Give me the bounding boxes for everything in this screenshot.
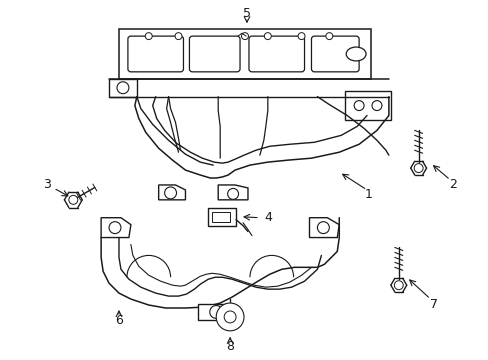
Circle shape (224, 311, 236, 323)
Circle shape (69, 195, 78, 204)
Circle shape (241, 33, 248, 40)
Polygon shape (309, 218, 339, 238)
FancyBboxPatch shape (189, 36, 240, 72)
Circle shape (325, 33, 332, 40)
Circle shape (413, 164, 422, 172)
Circle shape (175, 33, 182, 40)
Text: 5: 5 (243, 7, 250, 20)
Polygon shape (218, 185, 247, 200)
Bar (119, 29, 370, 79)
Text: 6: 6 (115, 314, 122, 327)
Circle shape (371, 100, 381, 111)
Polygon shape (101, 218, 131, 238)
Polygon shape (158, 185, 185, 200)
Circle shape (264, 33, 271, 40)
Circle shape (393, 281, 403, 290)
Text: 8: 8 (225, 340, 234, 353)
FancyBboxPatch shape (248, 36, 304, 72)
Bar (208, 208, 236, 226)
Bar (345, 91, 390, 121)
Text: 1: 1 (365, 188, 372, 201)
Circle shape (298, 33, 305, 40)
FancyBboxPatch shape (311, 36, 358, 72)
Bar (198, 304, 234, 320)
Circle shape (117, 82, 129, 94)
Text: 3: 3 (42, 179, 50, 192)
Text: 7: 7 (428, 297, 437, 311)
Text: 2: 2 (448, 179, 456, 192)
Bar (109, 79, 137, 96)
Circle shape (145, 33, 152, 40)
FancyBboxPatch shape (128, 36, 183, 72)
Circle shape (164, 187, 176, 199)
Bar (212, 212, 230, 222)
Circle shape (227, 188, 238, 199)
Text: 4: 4 (264, 211, 271, 224)
Ellipse shape (346, 47, 366, 61)
Circle shape (109, 222, 121, 234)
Circle shape (216, 303, 244, 331)
Circle shape (209, 306, 222, 319)
Circle shape (317, 222, 328, 234)
Circle shape (353, 100, 364, 111)
